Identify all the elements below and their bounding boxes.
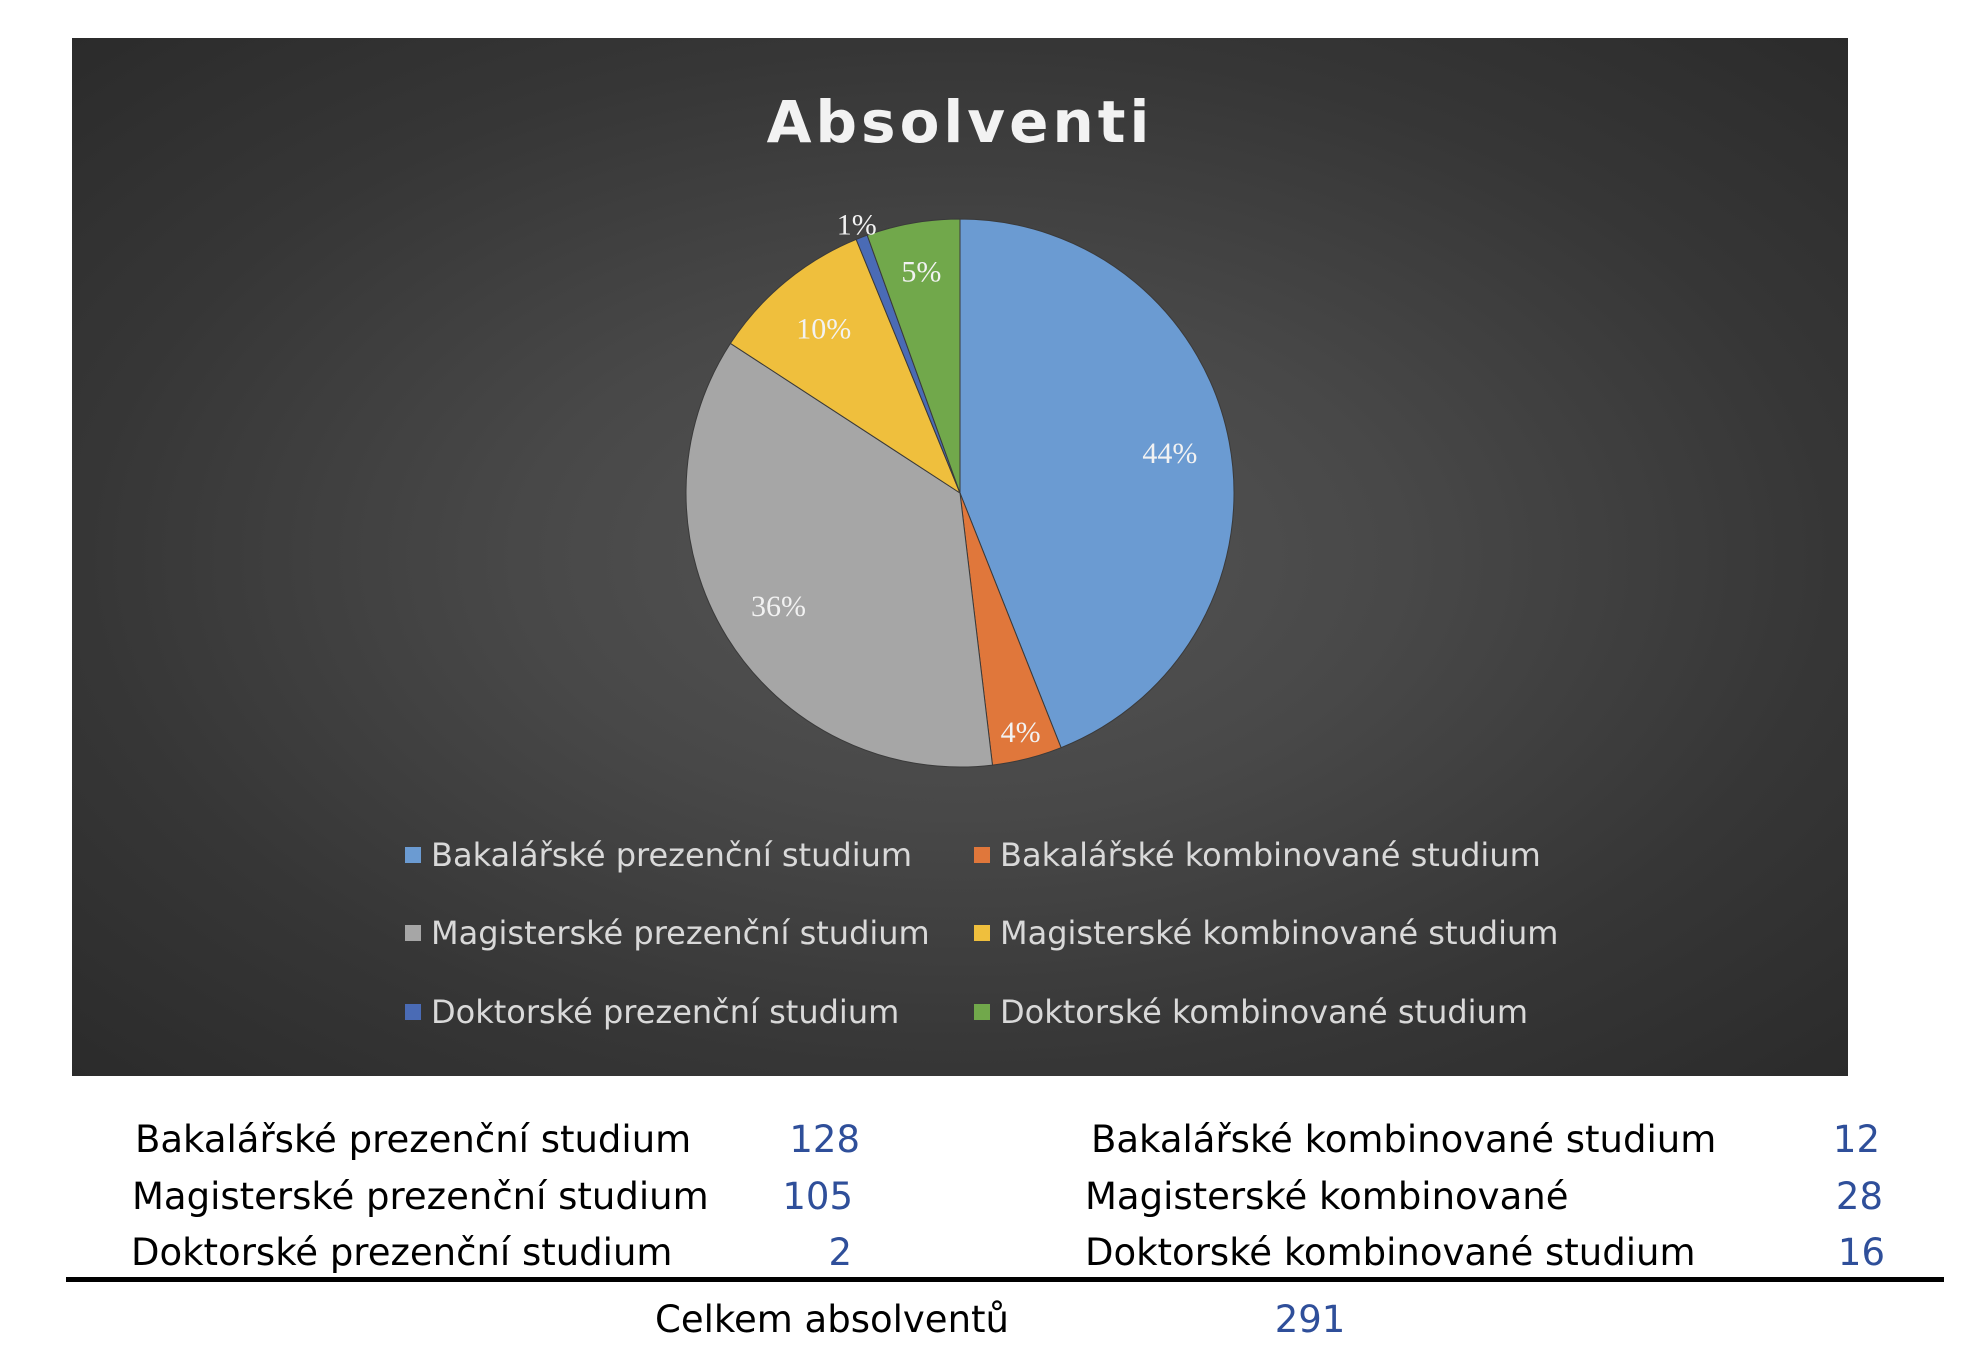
total-divider [66, 1277, 1944, 1282]
summary-label: Magisterské prezenční studium [132, 1175, 709, 1218]
legend-label: Bakalářské kombinované studium [1000, 836, 1541, 874]
chart-panel: Absolventi 44% 4% 36% 10% 1% 5% Bakalářské pr… [72, 38, 1848, 1076]
summary-value: 12 [1832, 1118, 1880, 1161]
legend-item-doktorske-kombinovane: Doktorské kombinované studium [974, 993, 1528, 1031]
legend-swatch [974, 925, 990, 941]
legend-swatch [405, 925, 421, 941]
summary-label: Doktorské kombinované studium [1085, 1231, 1696, 1274]
pie-data-label: 5% [901, 256, 941, 289]
pie-chart: 44% 4% 36% 10% 1% 5% [685, 208, 1235, 768]
summary-label: Bakalářské prezenční studium [135, 1118, 692, 1161]
legend-swatch [405, 847, 421, 863]
pie-data-label: 4% [1001, 716, 1041, 749]
legend-label: Magisterské prezenční studium [431, 914, 930, 952]
summary-value: 28 [1835, 1175, 1883, 1218]
legend-label: Magisterské kombinované studium [1000, 914, 1559, 952]
total-label: Celkem absolventů [655, 1298, 1009, 1341]
summary-label: Magisterské kombinované [1085, 1175, 1569, 1218]
legend-swatch [974, 847, 990, 863]
pie-data-label: 10% [796, 312, 851, 345]
legend-swatch [405, 1004, 421, 1020]
pie-data-label: 44% [1142, 437, 1197, 470]
pie-data-label: 36% [751, 590, 806, 623]
legend-label: Doktorské prezenční studium [431, 993, 900, 1031]
pie-slice [685, 342, 994, 768]
summary-value: 16 [1837, 1231, 1885, 1274]
pie-slice [866, 218, 961, 494]
legend-item-doktorske-prezencni: Doktorské prezenční studium [405, 993, 899, 1031]
pie-slice [729, 238, 962, 495]
summary-label: Doktorské prezenční studium [131, 1231, 673, 1274]
summary-value: 128 [789, 1118, 860, 1161]
total-value: 291 [1274, 1298, 1346, 1341]
legend-item-magisterske-prezencni: Magisterské prezenční studium [405, 914, 930, 952]
legend-label: Doktorské kombinované studium [1000, 993, 1528, 1031]
legend-label: Bakalářské prezenční studium [431, 836, 913, 874]
legend-swatch [974, 1004, 990, 1020]
legend-item-bakalarske-prezencni: Bakalářské prezenční studium [405, 836, 912, 874]
summary-label: Bakalářské kombinované studium [1091, 1118, 1717, 1161]
legend-item-magisterske-kombinovane: Magisterské kombinované studium [974, 914, 1558, 952]
chart-title: Absolventi [766, 88, 1154, 156]
legend-item-bakalarske-kombinovane: Bakalářské kombinované studium [974, 836, 1541, 874]
summary-value: 2 [828, 1231, 852, 1274]
pie-slice [959, 218, 1235, 749]
summary-value: 105 [782, 1175, 853, 1218]
pie-data-label: 1% [837, 208, 877, 241]
